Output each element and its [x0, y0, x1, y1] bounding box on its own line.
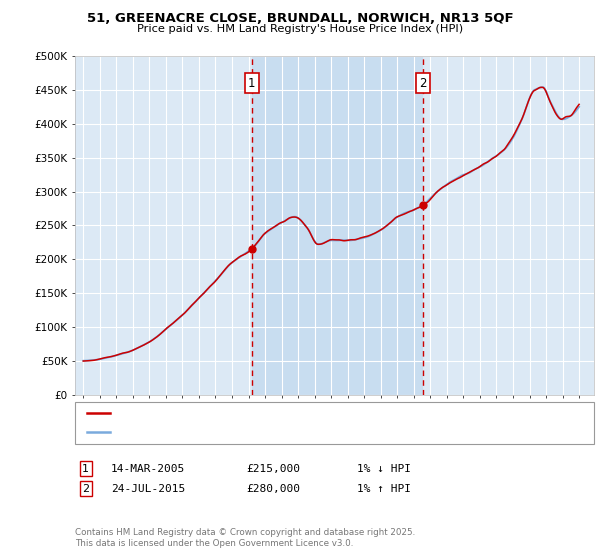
Text: Contains HM Land Registry data © Crown copyright and database right 2025.
This d: Contains HM Land Registry data © Crown c… [75, 528, 415, 548]
Text: £280,000: £280,000 [246, 484, 300, 494]
Text: HPI: Average price, detached house, Broadland: HPI: Average price, detached house, Broa… [113, 427, 348, 437]
Text: 1% ↓ HPI: 1% ↓ HPI [357, 464, 411, 474]
Text: 1: 1 [248, 77, 256, 90]
Text: 2: 2 [419, 77, 427, 90]
Text: 24-JUL-2015: 24-JUL-2015 [111, 484, 185, 494]
Text: 51, GREENACRE CLOSE, BRUNDALL, NORWICH, NR13 5QF (detached house): 51, GREENACRE CLOSE, BRUNDALL, NORWICH, … [113, 408, 491, 418]
Text: 2: 2 [82, 484, 89, 494]
Text: Price paid vs. HM Land Registry's House Price Index (HPI): Price paid vs. HM Land Registry's House … [137, 24, 463, 34]
Text: 14-MAR-2005: 14-MAR-2005 [111, 464, 185, 474]
Bar [252, 56, 423, 395]
Text: 1: 1 [82, 464, 89, 474]
Text: 51, GREENACRE CLOSE, BRUNDALL, NORWICH, NR13 5QF: 51, GREENACRE CLOSE, BRUNDALL, NORWICH, … [86, 12, 514, 25]
Text: 1% ↑ HPI: 1% ↑ HPI [357, 484, 411, 494]
Text: £215,000: £215,000 [246, 464, 300, 474]
